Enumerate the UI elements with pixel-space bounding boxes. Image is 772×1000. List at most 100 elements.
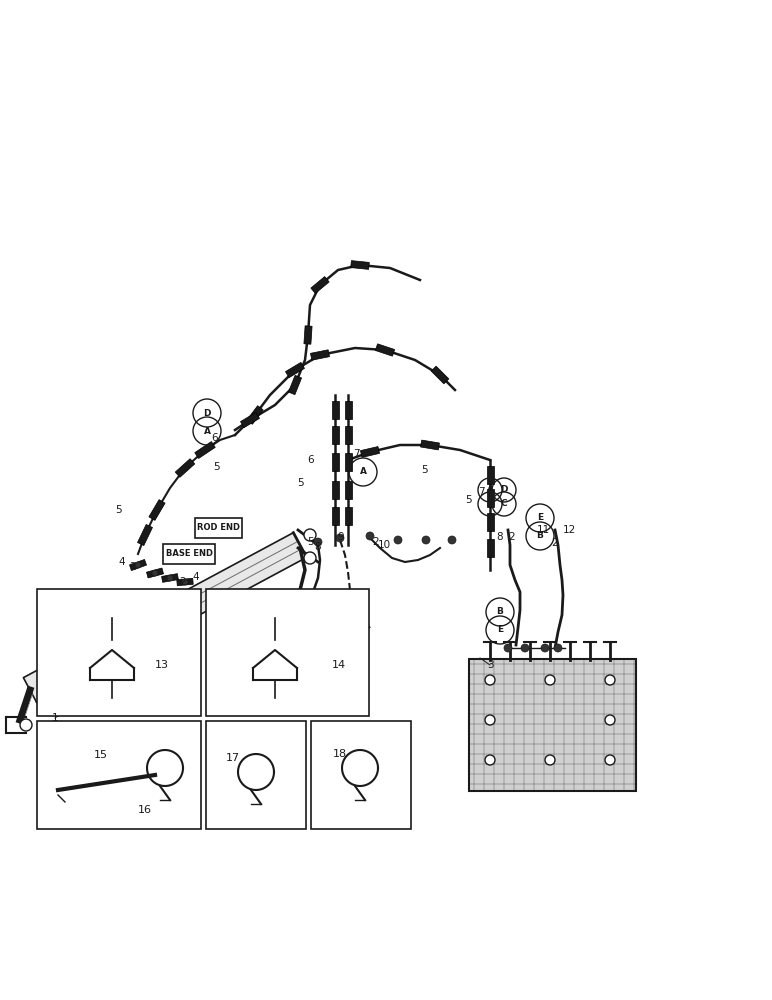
Text: E: E: [497, 626, 503, 635]
Bar: [289, 375, 302, 395]
Bar: [331, 481, 338, 499]
Text: E: E: [323, 731, 330, 741]
Bar: [431, 366, 449, 384]
Circle shape: [545, 755, 555, 765]
Circle shape: [304, 552, 316, 564]
Circle shape: [135, 562, 141, 568]
Text: B: B: [537, 532, 543, 540]
Circle shape: [605, 715, 615, 725]
Circle shape: [448, 536, 456, 544]
Circle shape: [167, 575, 173, 581]
Text: 8: 8: [496, 532, 503, 542]
Text: 2: 2: [552, 538, 558, 548]
Bar: [137, 524, 153, 546]
Text: 7: 7: [478, 487, 484, 497]
Circle shape: [605, 675, 615, 685]
Bar: [344, 481, 351, 499]
Bar: [331, 507, 338, 525]
Text: D: D: [500, 486, 508, 494]
Bar: [344, 453, 351, 471]
Bar: [304, 326, 312, 344]
Text: 5: 5: [115, 505, 121, 515]
Text: 12: 12: [562, 525, 576, 535]
Bar: [344, 507, 351, 525]
Text: 5: 5: [213, 462, 219, 472]
Text: D: D: [203, 408, 211, 418]
Bar: [311, 277, 329, 293]
Text: 1: 1: [52, 713, 59, 723]
Circle shape: [485, 755, 495, 765]
Text: ROD END: ROD END: [197, 524, 240, 532]
Text: 15: 15: [94, 750, 108, 760]
Text: E: E: [537, 514, 543, 522]
Circle shape: [152, 570, 158, 576]
Text: 2: 2: [180, 577, 186, 587]
Text: A: A: [486, 499, 493, 508]
FancyBboxPatch shape: [37, 721, 201, 829]
Bar: [486, 489, 493, 507]
Text: 6: 6: [212, 433, 218, 443]
Text: 3: 3: [486, 660, 493, 670]
Circle shape: [107, 695, 117, 705]
Bar: [241, 412, 259, 428]
Bar: [486, 513, 493, 531]
Bar: [130, 559, 147, 571]
Bar: [331, 426, 338, 444]
Text: A: A: [204, 426, 211, 436]
Text: C: C: [49, 731, 56, 741]
Bar: [286, 362, 304, 378]
Text: D: D: [217, 731, 225, 741]
Circle shape: [336, 534, 344, 542]
FancyBboxPatch shape: [37, 589, 201, 716]
Bar: [161, 574, 178, 582]
Text: 11: 11: [537, 525, 550, 535]
FancyBboxPatch shape: [206, 589, 369, 716]
Text: 5: 5: [296, 478, 303, 488]
FancyBboxPatch shape: [311, 721, 411, 829]
Bar: [350, 261, 369, 269]
FancyBboxPatch shape: [163, 544, 215, 564]
Circle shape: [485, 675, 495, 685]
Bar: [344, 426, 351, 444]
Text: 5: 5: [422, 465, 428, 475]
Text: 2: 2: [509, 532, 516, 542]
FancyBboxPatch shape: [206, 721, 306, 829]
Text: A: A: [486, 486, 493, 494]
FancyBboxPatch shape: [469, 659, 636, 791]
Text: A: A: [360, 468, 367, 477]
Text: 2: 2: [130, 562, 137, 572]
Circle shape: [504, 644, 512, 652]
Circle shape: [605, 755, 615, 765]
Polygon shape: [23, 533, 306, 702]
Circle shape: [422, 536, 430, 544]
Text: 5: 5: [306, 537, 313, 547]
Bar: [486, 466, 493, 484]
Bar: [247, 406, 263, 424]
Text: 18: 18: [333, 749, 347, 759]
FancyBboxPatch shape: [195, 518, 242, 538]
Bar: [331, 401, 338, 419]
Text: 5: 5: [465, 495, 472, 505]
Circle shape: [554, 644, 562, 652]
Circle shape: [541, 644, 549, 652]
Circle shape: [366, 532, 374, 540]
Circle shape: [182, 579, 188, 585]
Text: 4: 4: [193, 572, 199, 582]
Bar: [310, 350, 330, 360]
Text: 16: 16: [138, 805, 152, 815]
Text: C: C: [501, 499, 507, 508]
Bar: [421, 440, 439, 450]
Text: A: A: [48, 599, 56, 609]
Text: B: B: [496, 607, 503, 616]
Bar: [147, 568, 164, 578]
Bar: [486, 539, 493, 557]
Text: 6: 6: [308, 455, 314, 465]
Circle shape: [394, 536, 402, 544]
Circle shape: [521, 644, 529, 652]
Bar: [195, 442, 215, 458]
Circle shape: [107, 611, 117, 621]
Circle shape: [20, 719, 32, 731]
Bar: [331, 453, 338, 471]
Text: BASE END: BASE END: [166, 550, 213, 558]
Bar: [177, 578, 193, 586]
